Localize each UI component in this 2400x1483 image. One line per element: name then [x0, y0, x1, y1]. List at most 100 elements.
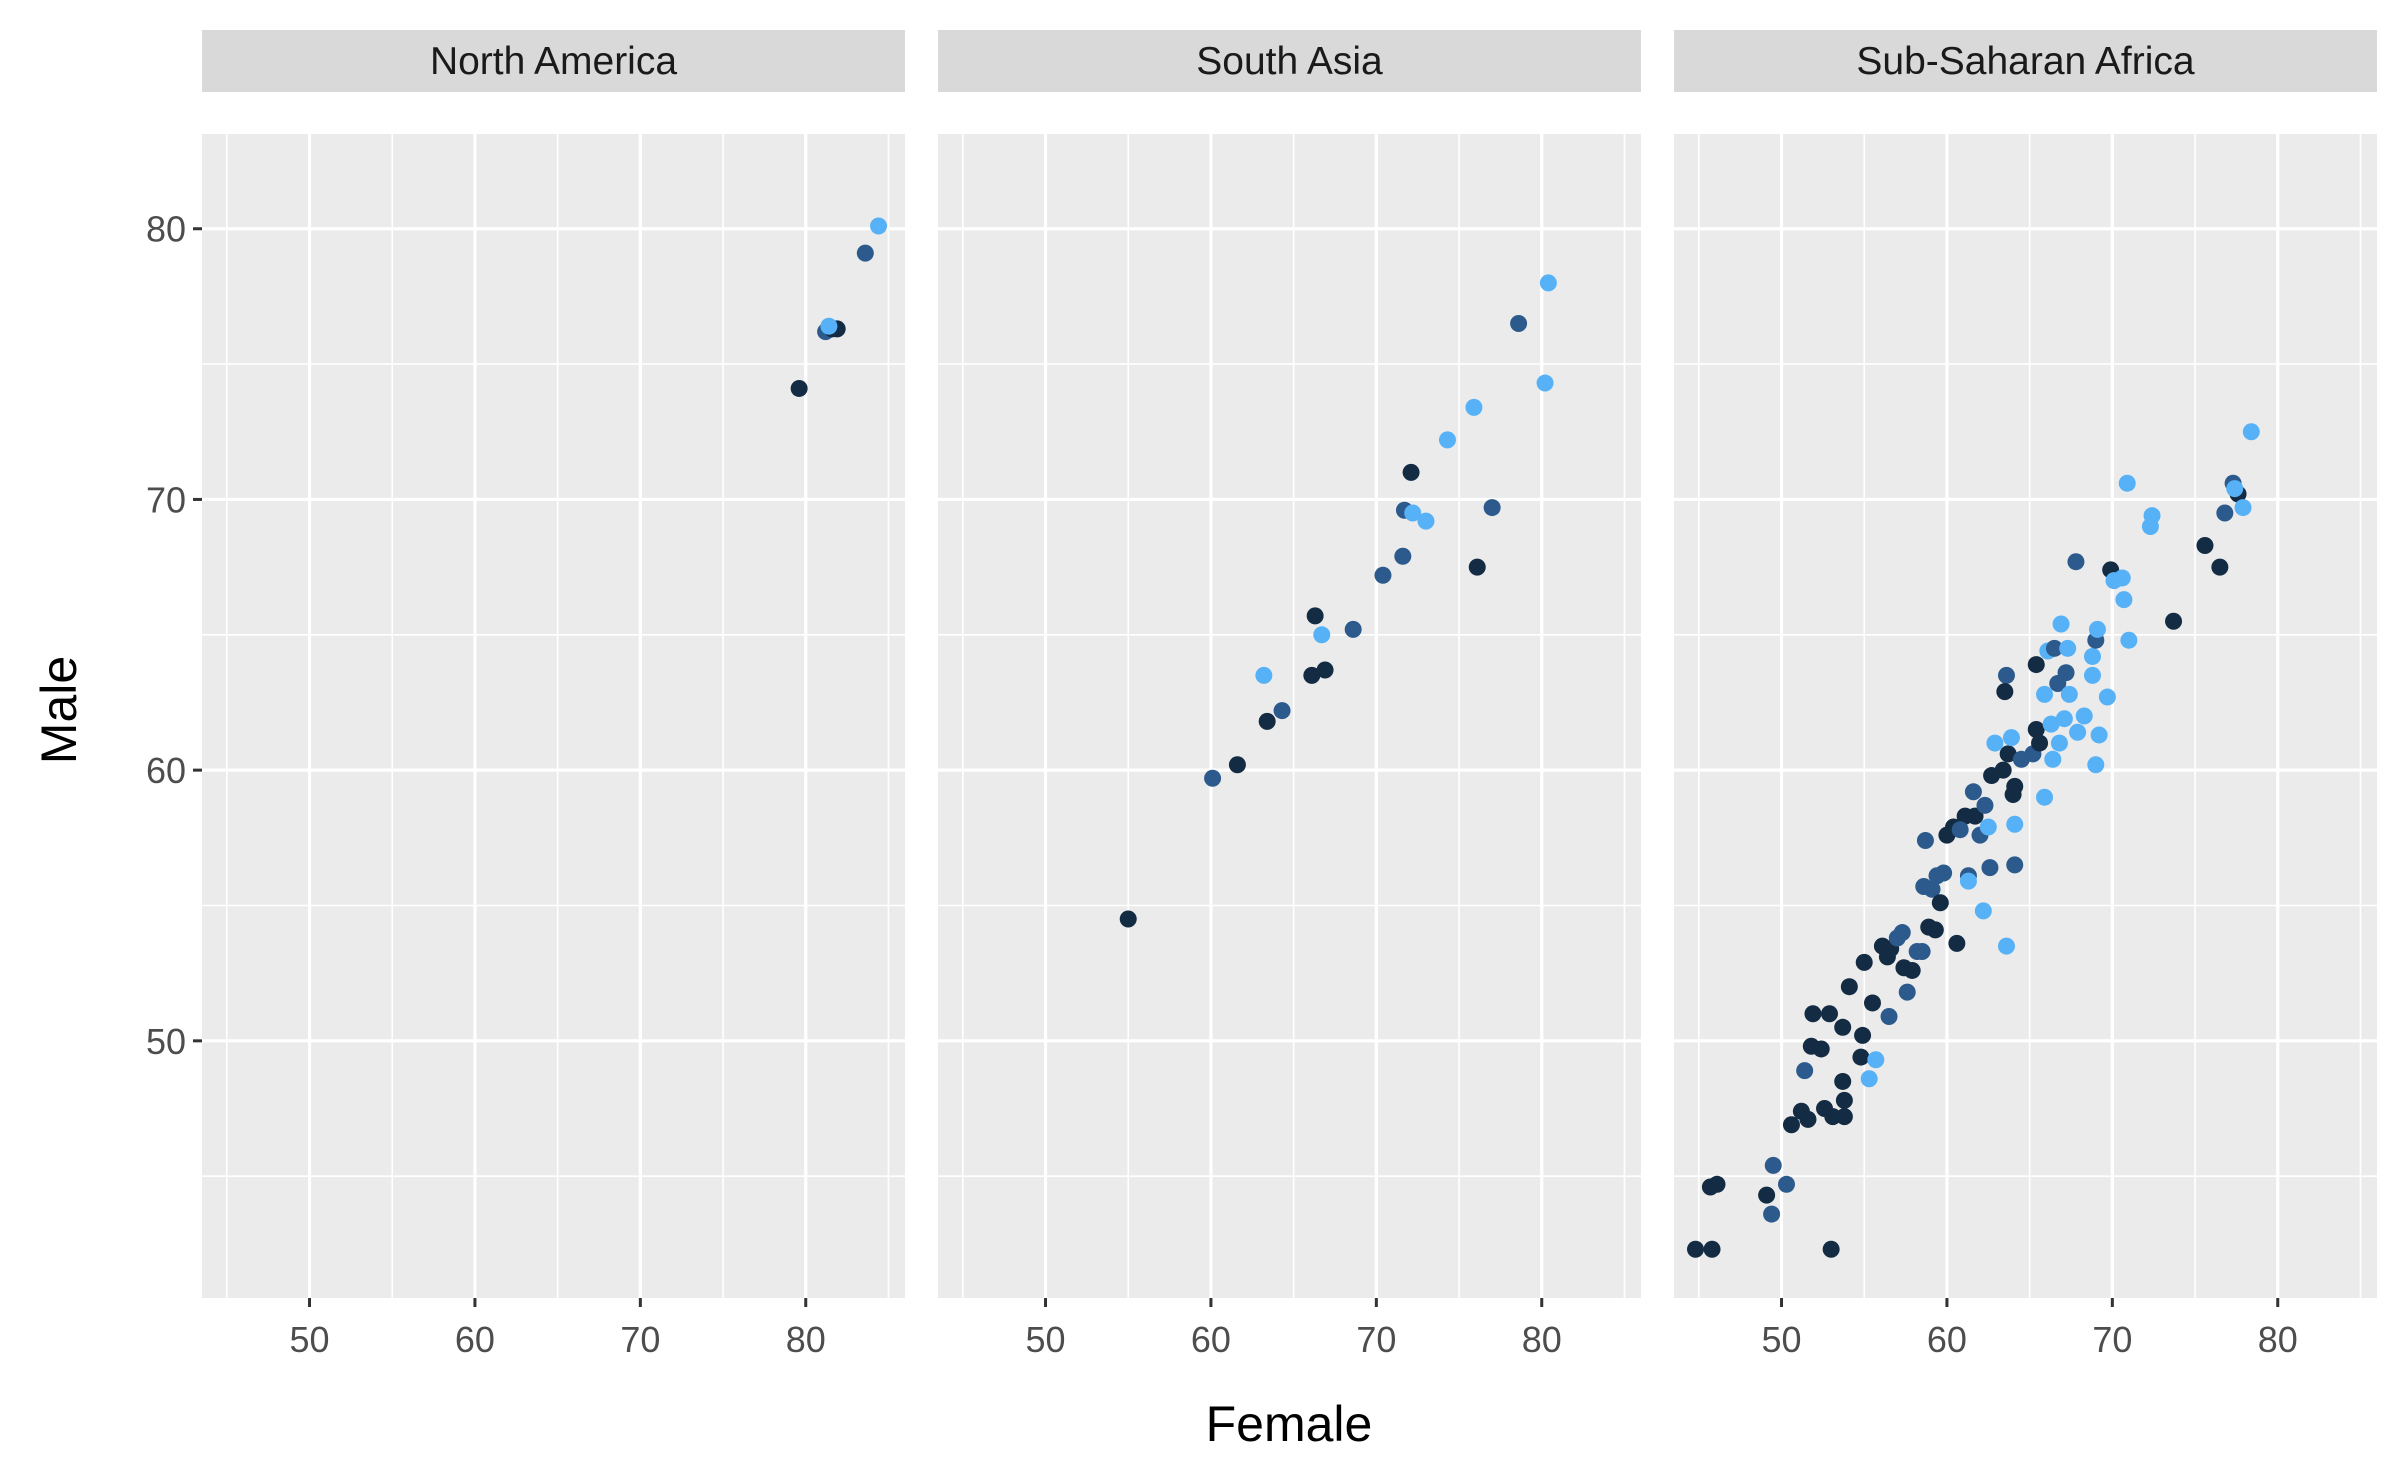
data-point — [1920, 918, 1938, 936]
data-point — [1483, 499, 1501, 517]
x-tick-label: 80 — [1522, 1319, 1562, 1360]
data-point — [2044, 750, 2062, 768]
data-point — [1997, 937, 2015, 955]
data-point — [2052, 615, 2070, 633]
data-point — [1948, 934, 1966, 952]
data-point — [1855, 953, 1873, 971]
data-point — [2060, 685, 2078, 703]
data-point — [1303, 666, 1321, 684]
data-point — [1782, 1116, 1800, 1134]
panel-sub-saharan-africa: Sub-Saharan Africa 50 60 70 80 — [1674, 30, 2377, 1360]
data-point — [1703, 1240, 1721, 1258]
data-point — [1777, 1175, 1795, 1193]
data-point — [1893, 924, 1911, 942]
panel-north-america: North America 50 60 70 80 50 60 70 80 — [146, 30, 905, 1360]
data-point — [2143, 507, 2161, 525]
x-tick-label: 70 — [620, 1319, 660, 1360]
strip-label: Sub-Saharan Africa — [1856, 40, 2195, 83]
data-point — [870, 217, 888, 235]
data-point — [1999, 745, 2017, 763]
panel-background — [202, 134, 905, 1298]
data-point — [2234, 499, 2252, 517]
data-point — [1834, 1018, 1852, 1036]
data-point — [2115, 591, 2133, 609]
data-point — [1402, 463, 1420, 481]
strip-background — [202, 30, 905, 92]
data-point — [2211, 558, 2229, 576]
data-point — [1796, 1062, 1814, 1080]
data-point — [2002, 729, 2020, 747]
data-point — [2027, 721, 2045, 739]
y-tick-label: 60 — [146, 750, 186, 791]
data-point — [2118, 474, 2136, 492]
data-point — [2090, 726, 2108, 744]
data-point — [1763, 1205, 1781, 1223]
strip-label: South Asia — [1196, 40, 1383, 83]
data-point — [1822, 1240, 1840, 1258]
data-point — [1959, 872, 1977, 890]
data-point — [2098, 688, 2116, 706]
data-point — [1996, 683, 2014, 701]
data-point — [2088, 620, 2106, 638]
data-point — [1708, 1175, 1726, 1193]
x-tick-label: 60 — [1927, 1319, 1967, 1360]
data-point — [1835, 1091, 1853, 1109]
data-point — [2120, 631, 2138, 649]
data-point — [1997, 666, 2015, 684]
x-tick-label: 50 — [1761, 1319, 1801, 1360]
data-point — [1273, 702, 1291, 720]
data-point — [2067, 553, 2085, 571]
data-point — [1812, 1040, 1830, 1058]
data-point — [1394, 547, 1412, 565]
data-point — [1438, 431, 1456, 449]
strip-label: North America — [430, 40, 677, 83]
data-point — [2113, 569, 2131, 587]
data-point — [1764, 1156, 1782, 1174]
data-point — [1536, 374, 1554, 392]
data-point — [1510, 314, 1528, 332]
data-point — [1417, 512, 1435, 530]
data-point — [2226, 480, 2244, 498]
panel-background — [938, 134, 1641, 1298]
data-point — [1931, 894, 1949, 912]
data-point — [2242, 423, 2260, 441]
data-point — [2031, 734, 2049, 752]
data-point — [1344, 620, 1362, 638]
data-point — [1898, 983, 1916, 1001]
data-point — [1804, 1005, 1822, 1023]
data-point — [820, 317, 838, 335]
data-point — [1976, 796, 1994, 814]
y-tick-label: 50 — [146, 1021, 186, 1062]
x-tick-label: 50 — [289, 1319, 329, 1360]
data-point — [2050, 734, 2068, 752]
data-point — [1981, 859, 1999, 877]
data-point — [1468, 558, 1486, 576]
data-point — [1951, 821, 1969, 839]
data-point — [2075, 707, 2093, 725]
data-point — [2042, 715, 2060, 733]
data-point — [1835, 1108, 1853, 1126]
data-point — [1119, 910, 1137, 928]
data-point — [2045, 639, 2063, 657]
strip-background — [938, 30, 1641, 92]
data-point — [2069, 723, 2087, 741]
data-point — [1913, 943, 1931, 961]
panels: North America 50 60 70 80 50 60 70 80 South Asia 5… — [146, 30, 2377, 1360]
data-point — [1852, 1048, 1870, 1066]
data-point — [1758, 1186, 1776, 1204]
data-point — [1966, 807, 1984, 825]
x-tick-label: 60 — [1191, 1319, 1231, 1360]
data-point — [2036, 788, 2054, 806]
data-point — [790, 379, 808, 397]
data-point — [1979, 818, 1997, 836]
data-point — [1867, 1051, 1885, 1069]
data-point — [1840, 978, 1858, 996]
x-tick-label: 60 — [455, 1319, 495, 1360]
strip-background — [1674, 30, 2377, 92]
data-point — [2196, 536, 2214, 554]
data-point — [1687, 1240, 1705, 1258]
x-tick-label: 70 — [1356, 1319, 1396, 1360]
y-axis-title: Male — [31, 656, 87, 764]
data-point — [856, 244, 874, 262]
